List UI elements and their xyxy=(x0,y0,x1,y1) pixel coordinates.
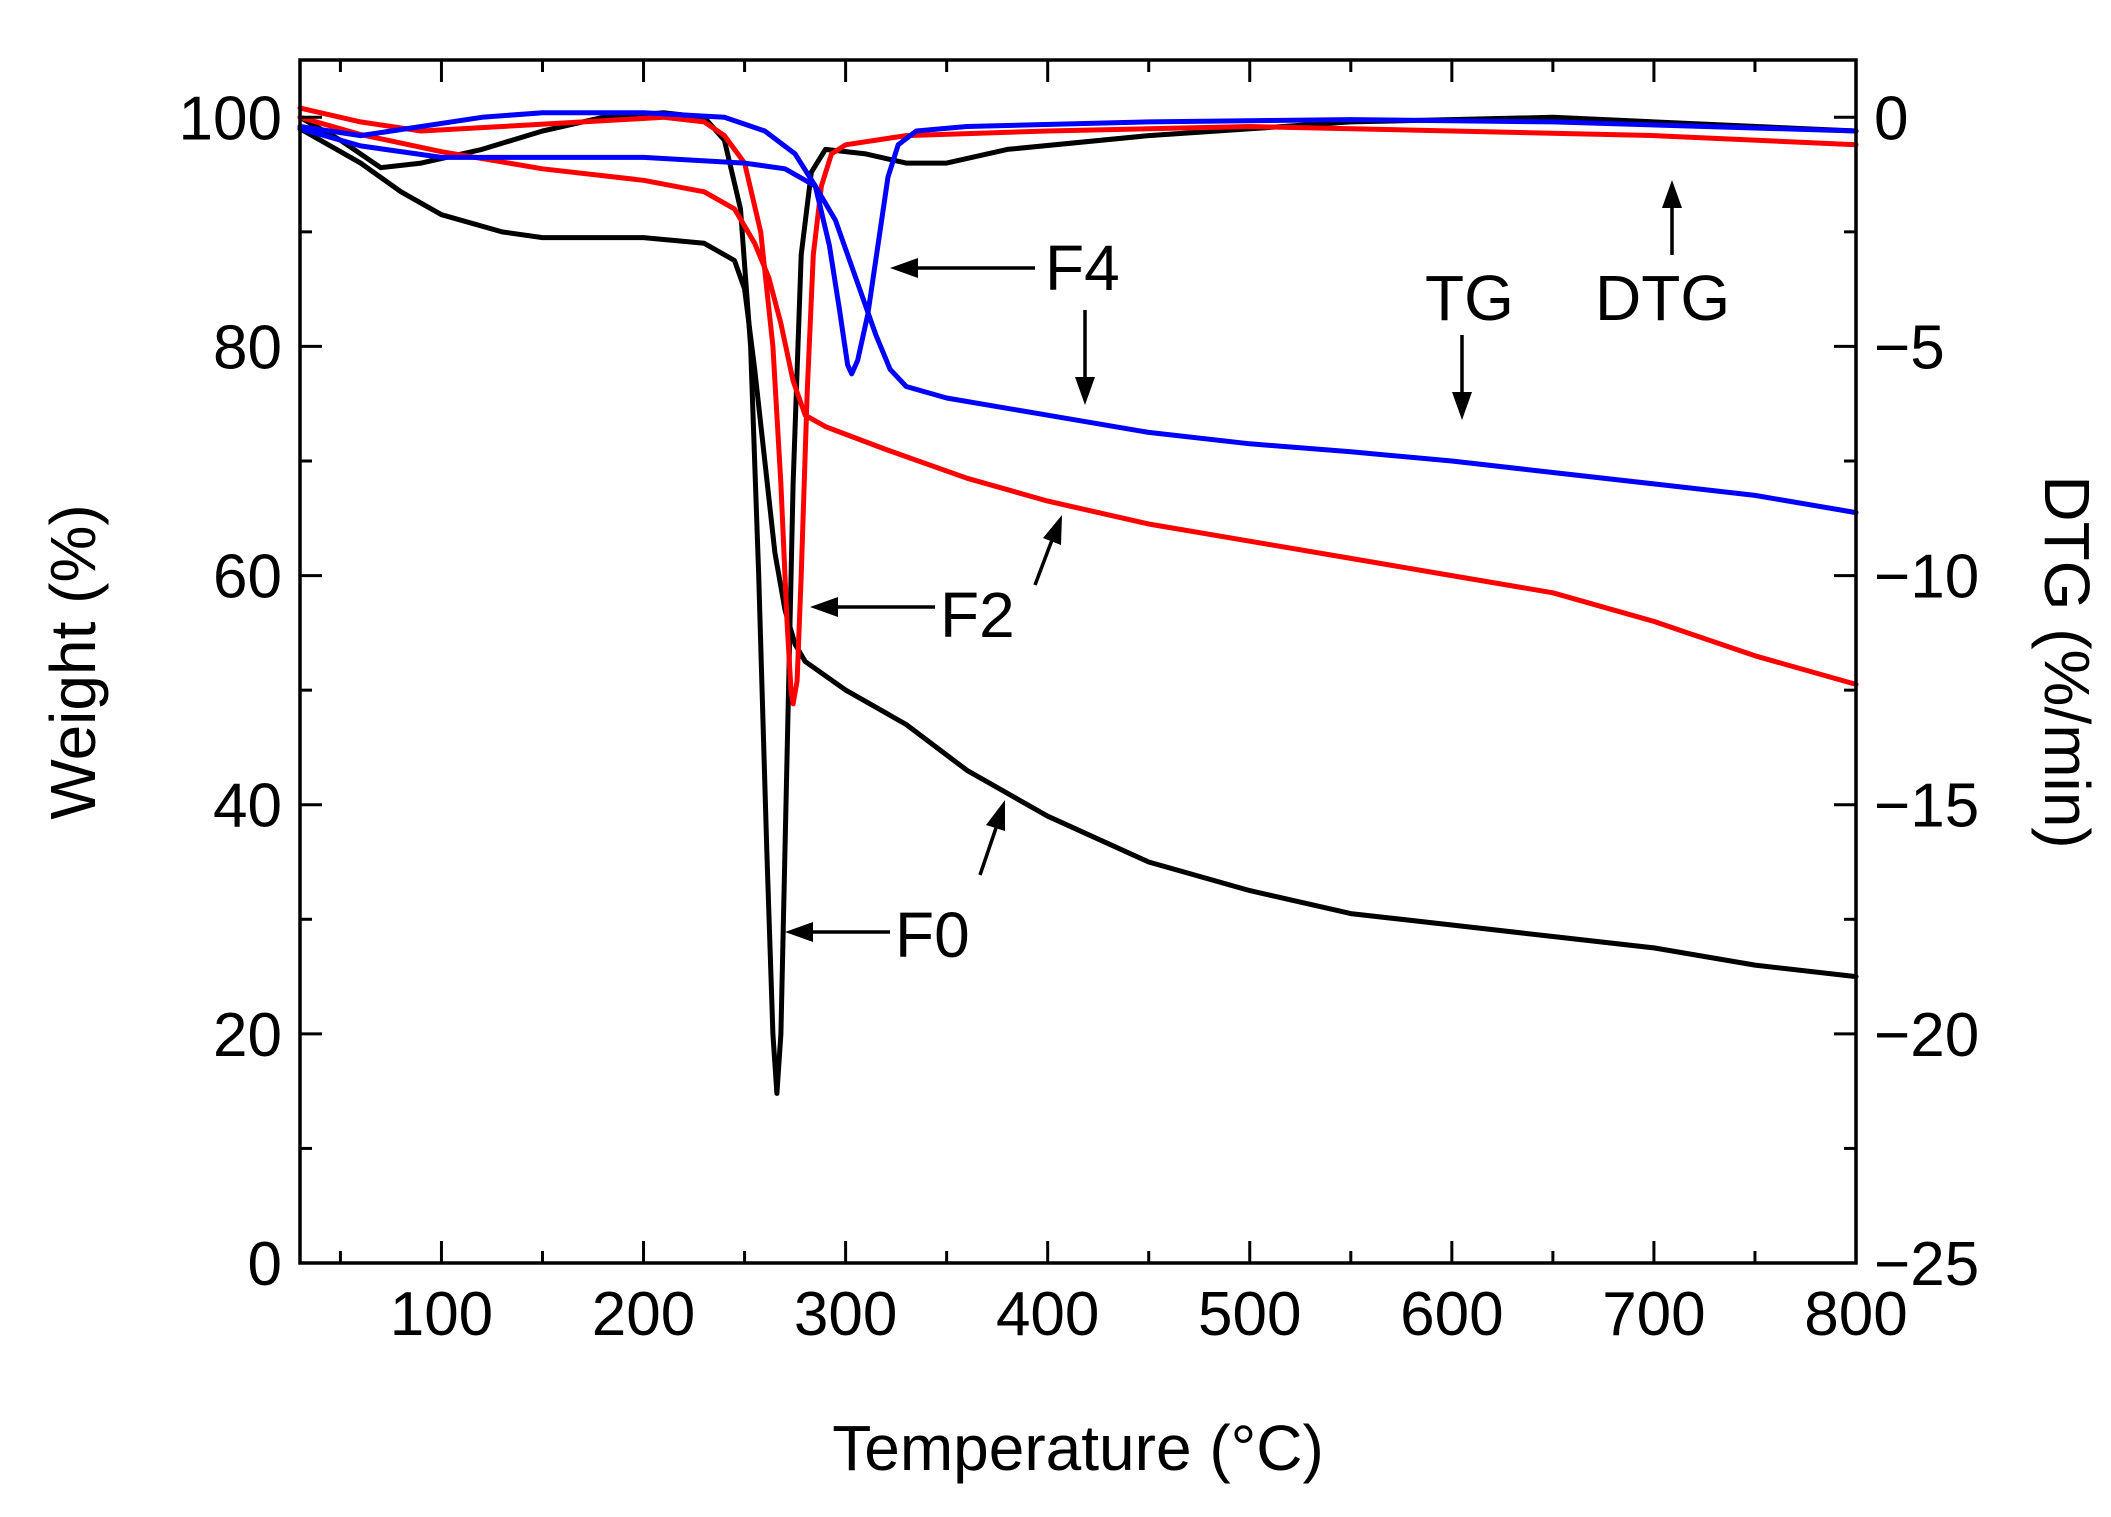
series-f2-dtg xyxy=(297,105,1859,707)
y-left-tick-label: 20 xyxy=(213,1001,282,1070)
y-left-tick-label: 100 xyxy=(179,84,282,153)
dtg-arrow-head xyxy=(1662,180,1682,208)
f4-arrow-head xyxy=(890,258,918,278)
y-right-tick-label: 0 xyxy=(1874,84,1908,153)
series-f0-dtg xyxy=(297,110,1859,1096)
x-tick-label: 100 xyxy=(390,1280,493,1349)
tg-label: TG xyxy=(1425,262,1514,334)
f4-label: F4 xyxy=(1045,232,1120,304)
f0-tg-arrow-line xyxy=(978,827,998,876)
series-f2-tg xyxy=(297,114,1859,687)
dtg-label: DTG xyxy=(1595,262,1730,334)
series-f4-tg xyxy=(297,126,1859,516)
y-right-axis-title: DTG (%/min) xyxy=(2031,475,2103,848)
y-right-tick-label: −20 xyxy=(1874,1001,1979,1070)
y-right-tick-label: −15 xyxy=(1874,772,1979,841)
x-tick-label: 600 xyxy=(1400,1280,1503,1349)
y-left-tick-label: 0 xyxy=(248,1230,282,1299)
y-left-tick-label: 80 xyxy=(213,313,282,382)
x-tick-label: 200 xyxy=(592,1280,695,1349)
x-tick-label: 400 xyxy=(996,1280,1099,1349)
y-right-tick-label: −10 xyxy=(1874,543,1979,612)
y-left-tick-label: 60 xyxy=(213,543,282,612)
annotation-layer: F4 F2 F0 TG DTG xyxy=(785,180,1730,971)
f2-arrow-head xyxy=(810,597,838,617)
series-layer xyxy=(297,105,1859,1096)
y-right-tick-label: −25 xyxy=(1874,1230,1979,1299)
series-f4-dtg xyxy=(297,110,1859,377)
plot-frame xyxy=(298,58,1858,1265)
x-tick-label: 300 xyxy=(794,1280,897,1349)
tg-arrow-head xyxy=(1452,392,1472,420)
f2-tg-arrow-line xyxy=(1033,539,1054,586)
f4-tg-arrow-head xyxy=(1075,377,1095,405)
y-left-tick-label: 40 xyxy=(213,772,282,841)
f0-label: F0 xyxy=(895,899,970,971)
y-right-tick-label: −5 xyxy=(1874,313,1945,382)
x-tick-label: 500 xyxy=(1198,1280,1301,1349)
x-tick-label: 800 xyxy=(1804,1280,1907,1349)
f0-tg-arrow-head xyxy=(986,800,1005,831)
x-tick-label: 700 xyxy=(1602,1280,1705,1349)
f2-label: F2 xyxy=(940,579,1015,651)
f2-tg-arrow-head xyxy=(1043,515,1062,545)
tick-layer: 100 200 300 400 500 600 700 800 0 20 40 60 80 100 0 −5 −… xyxy=(179,60,1979,1349)
x-axis-title: Temperature (°C) xyxy=(832,1412,1324,1484)
y-left-axis-title: Weight (%) xyxy=(37,504,109,819)
f0-arrow-head xyxy=(785,922,813,942)
